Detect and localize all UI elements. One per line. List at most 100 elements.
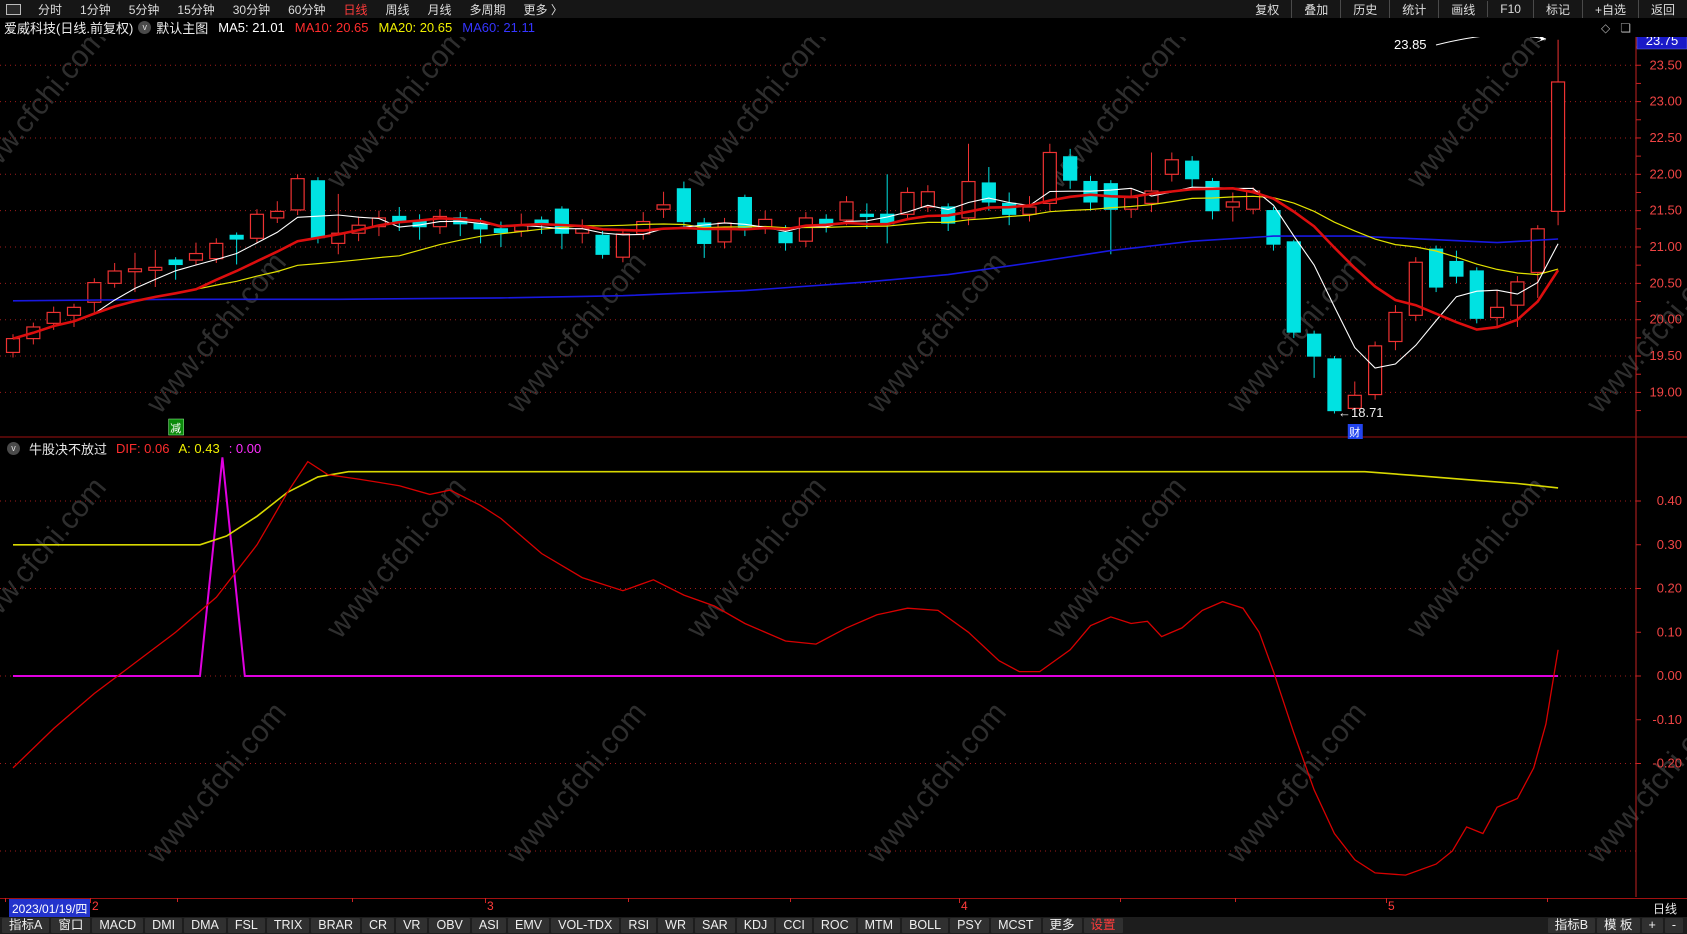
topbar-button-+自选[interactable]: +自选	[1581, 0, 1638, 19]
candle-52	[1063, 156, 1078, 181]
date-axis-bar[interactable]: 2023/01/19/四 日线 2 3 4 5	[0, 898, 1687, 918]
svg-text:减: 减	[170, 422, 181, 435]
indicator-button-BOLL[interactable]: BOLL	[902, 918, 949, 933]
date-tick	[5, 898, 6, 902]
window-icon[interactable]	[6, 3, 21, 15]
indicator-button-WR[interactable]: WR	[658, 918, 693, 933]
ma-value-1: MA10: 20.65	[294, 20, 369, 35]
indicator-button-DMI[interactable]: DMI	[145, 918, 183, 933]
period-tab-30分钟[interactable]: 30分钟	[232, 2, 271, 17]
indicator-button-RSI[interactable]: RSI	[621, 918, 657, 933]
month-tick	[90, 898, 91, 903]
indicator-button-窗口[interactable]: 窗口	[51, 918, 91, 933]
main-chart-label[interactable]: 默认主图	[156, 21, 209, 36]
indicator-button-更多[interactable]: 更多	[1042, 918, 1082, 933]
indicator-toolbar-button-+[interactable]: +	[1641, 918, 1663, 933]
period-tab-多周期[interactable]: 多周期	[469, 2, 506, 17]
indicator-button-ROC[interactable]: ROC	[813, 918, 856, 933]
candle-34	[697, 222, 712, 244]
period-tab-分时[interactable]: 分时	[38, 2, 63, 17]
month-marker-3: 3	[487, 899, 494, 913]
indicator-name[interactable]: 牛股决不放过	[29, 441, 108, 457]
month-tick	[1386, 898, 1387, 903]
candle-23	[473, 223, 488, 230]
topbar-button-返回[interactable]: 返回	[1637, 0, 1687, 19]
ma10-line	[12, 186, 1560, 340]
cai-badge[interactable]	[1347, 424, 1363, 439]
candle-65	[1327, 358, 1342, 412]
settings-button[interactable]: 设置	[1083, 918, 1123, 933]
candle-75	[1530, 228, 1545, 274]
candle-71	[1449, 260, 1464, 277]
price-axis-label: 23.50	[1649, 57, 1682, 72]
period-tab-5分钟[interactable]: 5分钟	[128, 2, 160, 17]
period-tab-更多 〉[interactable]: 更多 〉	[523, 2, 563, 17]
indicator-button-CCI[interactable]: CCI	[776, 918, 812, 933]
period-tab-日线[interactable]: 日线	[343, 2, 368, 17]
indicator-button-PSY[interactable]: PSY	[950, 918, 990, 933]
candle-33	[676, 188, 691, 223]
split-window-icon[interactable]: ❏	[1620, 20, 1631, 35]
indicator-button-CR[interactable]: CR	[362, 918, 395, 933]
indicator-button-EMV[interactable]: EMV	[508, 918, 550, 933]
topbar-button-复权[interactable]: 复权	[1255, 2, 1280, 17]
candle-49	[1002, 202, 1017, 215]
indicator-toolbar-button-指标B[interactable]: 指标B	[1547, 918, 1596, 933]
price-axis-label: 21.50	[1649, 203, 1682, 218]
price-axis-label: 19.50	[1649, 348, 1682, 363]
indicator-axis-label: 0.30	[1657, 537, 1682, 552]
period-tab-15分钟[interactable]: 15分钟	[177, 2, 215, 17]
price-axis-label: 20.00	[1649, 312, 1682, 327]
indicator-button-SAR[interactable]: SAR	[694, 918, 735, 933]
diamond-icon[interactable]: ◇	[1601, 20, 1611, 35]
topbar-button-画线[interactable]: 画线	[1438, 0, 1487, 19]
candle-38	[778, 231, 793, 244]
period-tab-1分钟[interactable]: 1分钟	[80, 2, 111, 17]
candle-68	[1388, 311, 1403, 343]
topbar-button-叠加[interactable]: 叠加	[1291, 0, 1340, 19]
indicator-button-VOL-TDX[interactable]: VOL-TDX	[551, 918, 620, 933]
watermark: www.cfchi.com	[1219, 696, 1372, 870]
indicator-toolbar-right: 指标B 模 板 + -	[1546, 918, 1683, 933]
indicator-button-KDJ[interactable]: KDJ	[736, 918, 775, 933]
indicator-toolbar-button-模 板[interactable]: 模 板	[1597, 918, 1640, 933]
candle-6	[127, 268, 143, 273]
indicator-button-BRAR[interactable]: BRAR	[311, 918, 361, 933]
candle-5	[107, 270, 122, 284]
month-tick	[959, 898, 960, 903]
watermark: www.cfchi.com	[499, 246, 652, 420]
topbar-button-历史[interactable]: 历史	[1340, 0, 1389, 19]
indicator-axis-label: 0.40	[1657, 493, 1682, 508]
indicator-button-TRIX[interactable]: TRIX	[266, 918, 310, 933]
ma-value-0: MA5: 21.01	[218, 20, 285, 35]
watermark: www.cfchi.com	[859, 696, 1012, 870]
candle-35	[717, 222, 732, 243]
period-tab-60分钟[interactable]: 60分钟	[288, 2, 326, 17]
candle-9	[188, 252, 204, 261]
reduce-badge[interactable]	[168, 418, 184, 436]
indicator-button-VR[interactable]: VR	[396, 918, 428, 933]
period-tab-周线[interactable]: 周线	[385, 2, 410, 17]
candle-66	[1347, 394, 1362, 409]
topbar-button-F10[interactable]: F10	[1487, 1, 1533, 17]
indicator-button-MCST[interactable]: MCST	[991, 918, 1041, 933]
indicator-button-DMA[interactable]: DMA	[184, 918, 226, 933]
indicator-axis-label: -0.10	[1652, 712, 1682, 727]
candle-59	[1205, 180, 1220, 212]
topbar-button-标记[interactable]: 标记	[1532, 0, 1582, 19]
topbar-button-统计[interactable]: 统计	[1389, 0, 1438, 19]
indicator-button-ASI[interactable]: ASI	[471, 918, 507, 933]
chevron-down-icon[interactable]: v	[138, 21, 152, 34]
high-annotation: 23.85	[1394, 37, 1427, 52]
indicator-button-OBV[interactable]: OBV	[429, 918, 470, 933]
indicator-button-FSL[interactable]: FSL	[227, 918, 265, 933]
collapse-panel-icon[interactable]: v	[7, 441, 20, 455]
indicator-button-指标A[interactable]: 指标A	[2, 918, 50, 933]
indicator-toolbar-button--[interactable]: -	[1664, 918, 1683, 933]
indicator-values: DIF: 0.06 A: 0.43: 0.00	[107, 441, 261, 456]
indicator-button-MACD[interactable]: MACD	[92, 918, 144, 933]
indicator-button-MTM[interactable]: MTM	[857, 918, 901, 933]
period-tab-月线[interactable]: 月线	[427, 2, 452, 17]
